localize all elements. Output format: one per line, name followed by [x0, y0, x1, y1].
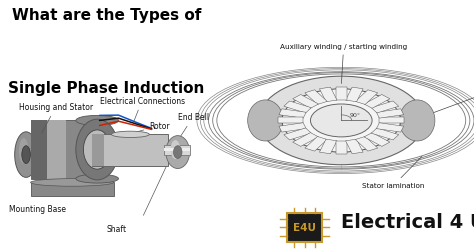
- Ellipse shape: [31, 179, 113, 186]
- Ellipse shape: [19, 139, 28, 164]
- Ellipse shape: [173, 146, 182, 159]
- Polygon shape: [356, 90, 378, 105]
- Text: Stator lamination: Stator lamination: [362, 157, 425, 189]
- Polygon shape: [336, 87, 347, 101]
- Polygon shape: [376, 109, 404, 119]
- Polygon shape: [279, 109, 306, 119]
- Polygon shape: [319, 140, 337, 154]
- Text: Auxiliary winding / starting winding: Auxiliary winding / starting winding: [280, 44, 407, 84]
- Ellipse shape: [15, 132, 37, 178]
- Polygon shape: [305, 90, 327, 105]
- Ellipse shape: [22, 146, 30, 164]
- Polygon shape: [364, 133, 390, 147]
- Polygon shape: [346, 88, 363, 102]
- Text: 90°: 90°: [350, 113, 361, 118]
- Circle shape: [310, 105, 372, 137]
- Ellipse shape: [247, 101, 283, 141]
- Polygon shape: [292, 95, 319, 109]
- Ellipse shape: [83, 131, 111, 169]
- Polygon shape: [305, 137, 327, 151]
- FancyBboxPatch shape: [47, 121, 66, 179]
- Text: What are the Types of: What are the Types of: [12, 8, 201, 22]
- Ellipse shape: [76, 120, 118, 180]
- Ellipse shape: [76, 116, 118, 126]
- Text: Electrical Connections: Electrical Connections: [100, 96, 185, 122]
- Polygon shape: [319, 88, 337, 102]
- Text: Shaft: Shaft: [106, 224, 126, 233]
- Text: Main winding: Main winding: [415, 81, 474, 120]
- Polygon shape: [292, 133, 319, 147]
- Polygon shape: [371, 129, 399, 140]
- Polygon shape: [371, 102, 399, 113]
- Polygon shape: [279, 123, 306, 133]
- Text: Housing and Stator: Housing and Stator: [19, 103, 93, 134]
- Polygon shape: [346, 140, 363, 154]
- Polygon shape: [376, 123, 404, 133]
- Ellipse shape: [76, 174, 118, 183]
- Text: End Bell: End Bell: [178, 113, 209, 139]
- Polygon shape: [336, 141, 347, 154]
- Ellipse shape: [111, 132, 149, 138]
- FancyBboxPatch shape: [31, 183, 114, 197]
- Polygon shape: [278, 118, 303, 124]
- FancyBboxPatch shape: [92, 135, 168, 166]
- FancyBboxPatch shape: [164, 145, 190, 155]
- Polygon shape: [364, 95, 390, 109]
- Text: Rotor: Rotor: [131, 121, 170, 134]
- Ellipse shape: [399, 101, 435, 141]
- Polygon shape: [379, 118, 404, 124]
- Circle shape: [258, 77, 424, 165]
- Circle shape: [282, 89, 401, 152]
- Text: Mounting Base: Mounting Base: [9, 204, 66, 213]
- FancyBboxPatch shape: [31, 121, 47, 179]
- Ellipse shape: [166, 136, 190, 169]
- Polygon shape: [284, 129, 311, 140]
- Text: Electrical 4 U: Electrical 4 U: [341, 212, 474, 231]
- Text: E4U: E4U: [293, 223, 316, 232]
- FancyBboxPatch shape: [92, 135, 104, 166]
- Polygon shape: [356, 137, 378, 151]
- Polygon shape: [284, 102, 311, 113]
- FancyBboxPatch shape: [164, 148, 190, 151]
- FancyBboxPatch shape: [287, 213, 322, 242]
- FancyBboxPatch shape: [31, 121, 97, 179]
- Text: Single Phase Induction: Single Phase Induction: [9, 81, 205, 96]
- Ellipse shape: [171, 141, 180, 160]
- Text: Motor?: Motor?: [77, 154, 137, 169]
